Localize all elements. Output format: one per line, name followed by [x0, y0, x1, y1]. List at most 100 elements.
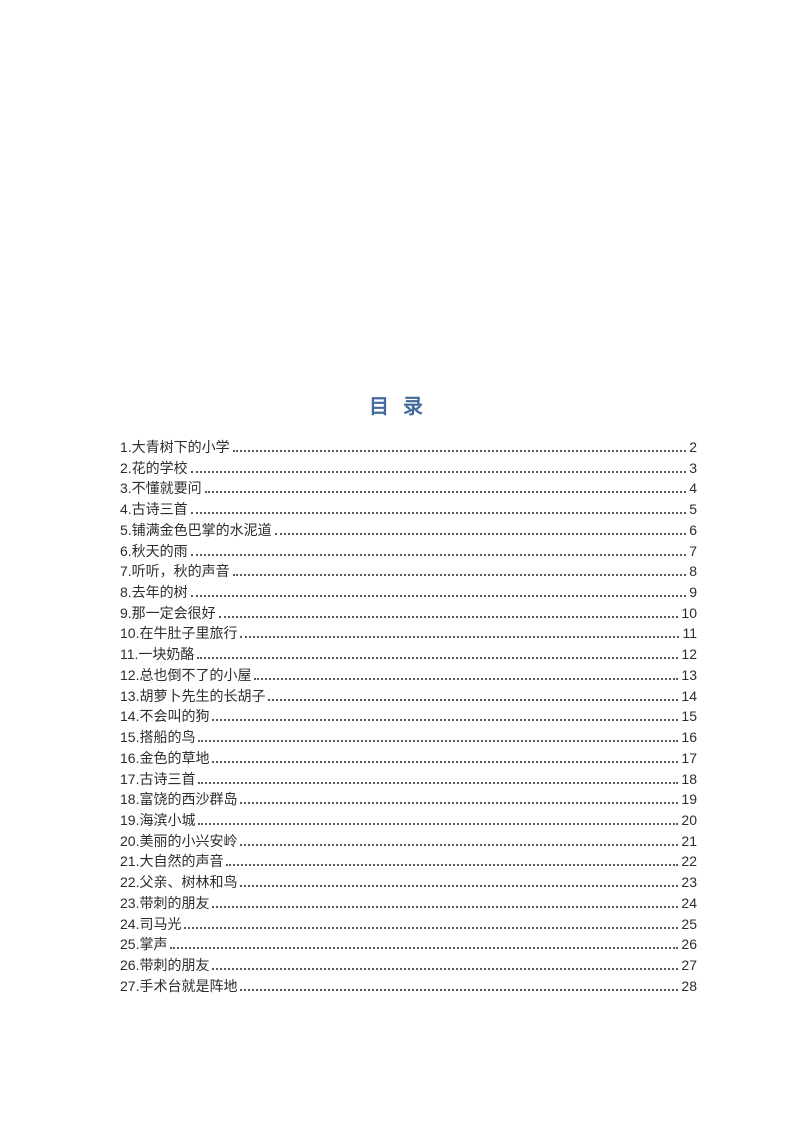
toc-entry[interactable]: 13.胡萝卜先生的长胡子 14	[120, 686, 697, 707]
dot-leader	[190, 595, 687, 598]
toc-entry-label: 5.铺满金色巴掌的水泥道	[120, 521, 272, 538]
dot-leader	[190, 470, 687, 473]
dot-leader	[240, 885, 679, 888]
toc-entry-page: 11	[682, 625, 697, 642]
toc-entry-page: 17	[681, 749, 697, 766]
toc-entry-page: 24	[681, 894, 697, 911]
toc-entry[interactable]: 25.掌声 26	[120, 934, 697, 955]
dot-leader	[212, 905, 679, 908]
dot-leader	[240, 636, 680, 639]
toc-entry-label: 3.不懂就要问	[120, 480, 202, 497]
toc-entry[interactable]: 2.花的学校 3	[120, 458, 697, 479]
toc-entry-label: 23.带刺的朋友	[120, 894, 210, 911]
toc-entry-page: 7	[689, 542, 697, 559]
toc-entry-page: 4	[689, 480, 697, 497]
toc-entry[interactable]: 1.大青树下的小学 2	[120, 437, 697, 458]
toc-entry-label: 12.总也倒不了的小屋	[120, 666, 252, 683]
table-of-contents: 1.大青树下的小学 2 2.花的学校 3 3.不懂就要问 4 4.古诗三首 5 …	[120, 437, 697, 996]
toc-entry-page: 13	[681, 666, 697, 683]
toc-entry[interactable]: 9.那一定会很好 10	[120, 603, 697, 624]
toc-entry[interactable]: 16.金色的草地 17	[120, 748, 697, 769]
toc-entry-page: 21	[681, 832, 697, 849]
toc-entry-label: 18.富饶的西沙群岛	[120, 791, 238, 808]
dot-leader	[184, 926, 679, 929]
dot-leader	[232, 450, 687, 452]
toc-entry-page: 10	[681, 604, 697, 621]
toc-entry-page: 9	[689, 584, 697, 601]
toc-entry-label: 2.花的学校	[120, 459, 188, 476]
toc-entry[interactable]: 17.古诗三首 18	[120, 769, 697, 790]
toc-entry[interactable]: 5.铺满金色巴掌的水泥道 6	[120, 520, 697, 541]
toc-entry-page: 12	[681, 646, 697, 663]
toc-entry-label: 20.美丽的小兴安岭	[120, 832, 238, 849]
toc-entry[interactable]: 24.司马光 25	[120, 914, 697, 935]
toc-entry-label: 7.听听，秋的声音	[120, 563, 230, 580]
toc-entry-page: 20	[681, 811, 697, 828]
toc-entry-label: 21.大自然的声音	[120, 853, 224, 870]
toc-entry-page: 5	[689, 501, 697, 518]
toc-entry-label: 17.古诗三首	[120, 770, 196, 787]
dot-leader	[212, 719, 679, 722]
toc-entry-label: 22.父亲、树林和鸟	[120, 874, 238, 891]
toc-entry[interactable]: 14.不会叫的狗 15	[120, 706, 697, 727]
toc-entry-page: 18	[681, 770, 697, 787]
toc-entry[interactable]: 8.去年的树 9	[120, 582, 697, 603]
toc-entry-page: 26	[681, 936, 697, 953]
dot-leader	[212, 967, 679, 970]
toc-entry-page: 27	[681, 956, 697, 973]
toc-entry-label: 1.大青树下的小学	[120, 439, 230, 455]
toc-entry[interactable]: 10.在牛肚子里旅行 11	[120, 623, 697, 644]
toc-entry-label: 11.一块奶酪	[120, 646, 195, 663]
toc-entry-label: 15.搭船的鸟	[120, 729, 196, 746]
toc-entry[interactable]: 3.不懂就要问 4	[120, 478, 697, 499]
toc-entry-page: 23	[681, 874, 697, 891]
toc-entry-label: 19.海滨小城	[120, 811, 196, 828]
toc-entry-label: 26.带刺的朋友	[120, 956, 210, 973]
toc-entry-label: 9.那一定会很好	[120, 604, 216, 621]
toc-entry[interactable]: 21.大自然的声音 22	[120, 851, 697, 872]
toc-entry-page: 15	[681, 708, 697, 725]
toc-entry-label: 8.去年的树	[120, 584, 188, 601]
toc-entry-label: 10.在牛肚子里旅行	[120, 625, 238, 642]
toc-entry[interactable]: 27.手术台就是阵地 28	[120, 976, 697, 997]
toc-entry[interactable]: 20.美丽的小兴安岭 21	[120, 831, 697, 852]
toc-entry[interactable]: 15.搭船的鸟 16	[120, 727, 697, 748]
dot-leader	[197, 657, 679, 660]
toc-entry[interactable]: 6.秋天的雨 7	[120, 541, 697, 562]
toc-entry[interactable]: 19.海滨小城 20	[120, 810, 697, 831]
toc-entry-label: 14.不会叫的狗	[120, 708, 210, 725]
dot-leader	[240, 802, 679, 805]
dot-leader	[190, 553, 687, 556]
toc-entry-label: 6.秋天的雨	[120, 542, 188, 559]
dot-leader	[240, 843, 679, 846]
toc-entry[interactable]: 26.带刺的朋友 27	[120, 955, 697, 976]
dot-leader	[212, 760, 679, 763]
toc-entry-page: 16	[681, 729, 697, 746]
dot-leader	[268, 698, 679, 701]
toc-entry-label: 27.手术台就是阵地	[120, 977, 238, 994]
toc-entry-page: 25	[681, 915, 697, 932]
dot-leader	[232, 574, 687, 577]
toc-entry[interactable]: 11.一块奶酪 12	[120, 644, 697, 665]
dot-leader	[254, 677, 679, 680]
dot-leader	[274, 532, 687, 535]
toc-entry[interactable]: 18.富饶的西沙群岛 19	[120, 789, 697, 810]
toc-entry-label: 16.金色的草地	[120, 749, 210, 766]
toc-entry[interactable]: 23.带刺的朋友 24	[120, 893, 697, 914]
toc-entry-page: 3	[689, 459, 697, 476]
toc-entry[interactable]: 12.总也倒不了的小屋 13	[120, 665, 697, 686]
dot-leader	[226, 864, 679, 867]
toc-entry[interactable]: 7.听听，秋的声音 8	[120, 561, 697, 582]
dot-leader	[190, 512, 687, 515]
toc-entry[interactable]: 4.古诗三首 5	[120, 499, 697, 520]
dot-leader	[170, 947, 679, 950]
toc-entry-page: 6	[689, 521, 697, 538]
toc-entry-page: 14	[681, 687, 697, 704]
page-title: 目 录	[368, 396, 425, 418]
toc-entry[interactable]: 22.父亲、树林和鸟 23	[120, 872, 697, 893]
toc-entry-page: 22	[681, 853, 697, 870]
toc-entry-label: 24.司马光	[120, 915, 182, 932]
dot-leader	[218, 615, 679, 618]
dot-leader	[198, 822, 679, 825]
